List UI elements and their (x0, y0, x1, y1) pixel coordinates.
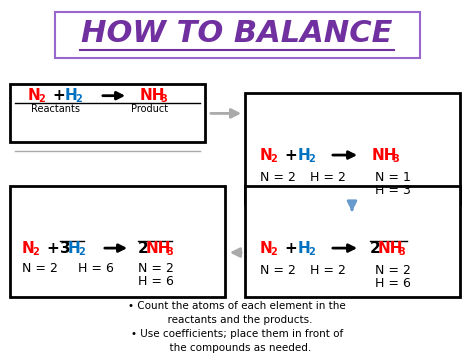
FancyBboxPatch shape (10, 84, 205, 142)
Text: 2: 2 (78, 247, 85, 257)
Text: 2: 2 (270, 247, 277, 257)
Text: 2: 2 (270, 154, 277, 164)
Text: H: H (298, 241, 311, 256)
Text: 3: 3 (160, 94, 167, 104)
Text: • Count the atoms of each element in the
  reactants and the products.
• Use coe: • Count the atoms of each element in the… (128, 301, 346, 353)
Text: H = 2: H = 2 (310, 171, 346, 184)
Text: N = 1: N = 1 (375, 171, 411, 184)
Text: 3: 3 (166, 247, 173, 257)
FancyBboxPatch shape (245, 93, 460, 204)
Text: 2: 2 (370, 241, 381, 256)
Text: +: + (284, 148, 297, 163)
Text: H = 6: H = 6 (138, 275, 174, 288)
Text: NH: NH (378, 241, 403, 256)
Text: 2: 2 (138, 241, 149, 256)
Text: N = 2: N = 2 (260, 171, 296, 184)
Text: +: + (46, 241, 59, 256)
Text: 2: 2 (308, 247, 315, 257)
Text: NH: NH (146, 241, 172, 256)
FancyBboxPatch shape (245, 186, 460, 297)
Text: 3: 3 (60, 241, 71, 256)
FancyBboxPatch shape (55, 11, 420, 58)
FancyBboxPatch shape (10, 186, 225, 297)
Text: Reactants: Reactants (30, 104, 80, 114)
Text: 3: 3 (392, 154, 399, 164)
Text: +: + (52, 88, 65, 103)
Text: +: + (284, 241, 297, 256)
Text: HOW TO BALANCE: HOW TO BALANCE (81, 19, 393, 48)
Text: H: H (298, 148, 311, 163)
Text: N: N (260, 241, 273, 256)
Text: H: H (68, 241, 81, 256)
Text: N: N (260, 148, 273, 163)
Text: N = 2: N = 2 (375, 264, 411, 277)
Text: H = 3: H = 3 (375, 184, 411, 197)
Text: NH: NH (372, 148, 398, 163)
Text: 2: 2 (308, 154, 315, 164)
Text: N = 2: N = 2 (22, 262, 58, 275)
Text: 2: 2 (75, 94, 82, 104)
Text: NH: NH (140, 88, 165, 103)
Text: 2: 2 (38, 94, 45, 104)
Text: N: N (28, 88, 41, 103)
Text: H = 2: H = 2 (310, 264, 346, 277)
Text: N = 2: N = 2 (138, 262, 174, 275)
Text: H = 6: H = 6 (375, 277, 411, 290)
Text: 2: 2 (32, 247, 39, 257)
Text: Product: Product (131, 104, 169, 114)
Text: H = 6: H = 6 (78, 262, 114, 275)
Text: N: N (22, 241, 35, 256)
Text: 3: 3 (398, 247, 405, 257)
Text: N = 2: N = 2 (260, 264, 296, 277)
Text: H: H (65, 88, 78, 103)
